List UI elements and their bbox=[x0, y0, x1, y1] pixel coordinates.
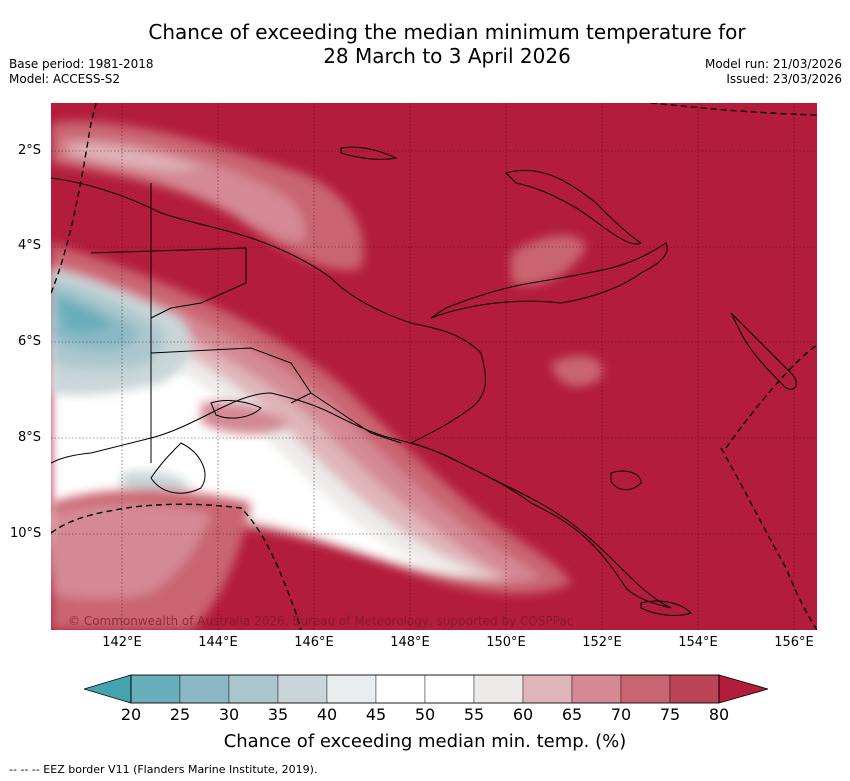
title-line-1: Chance of exceeding the median minimum t… bbox=[148, 20, 746, 44]
colorbar-swatch bbox=[179, 674, 230, 704]
lon-tick-146e: 146°E bbox=[294, 635, 334, 650]
meta-right: Model run: 21/03/2026 Issued: 23/03/2026 bbox=[705, 57, 842, 87]
colorbar bbox=[84, 674, 768, 704]
colorbar-tick-label: 35 bbox=[267, 705, 289, 724]
colorbar-tick-label: 50 bbox=[414, 705, 436, 724]
province-border-1 bbox=[90, 247, 247, 319]
colorbar-low-extension bbox=[84, 674, 132, 704]
base-period: Base period: 1981-2018 bbox=[9, 57, 154, 71]
colorbar-swatch bbox=[473, 674, 524, 704]
colorbar-tick-label: 30 bbox=[218, 705, 240, 724]
colorbar-tick-label: 55 bbox=[463, 705, 485, 724]
colorbar-tick-label: 25 bbox=[169, 705, 191, 724]
colorbar-tick-label: 40 bbox=[316, 705, 338, 724]
new-guinea-coast bbox=[51, 177, 672, 609]
lat-tick-4s: 4°S bbox=[18, 238, 42, 253]
title-line-2: 28 March to 3 April 2026 bbox=[323, 44, 571, 68]
new-ireland-coast bbox=[505, 169, 642, 245]
lat-tick-10s: 10°S bbox=[10, 526, 42, 541]
highland-patch bbox=[201, 401, 291, 435]
lon-tick-154e: 154°E bbox=[678, 635, 718, 650]
island-se bbox=[640, 600, 692, 616]
colorbar-swatch bbox=[522, 674, 573, 704]
colorbar-swatch bbox=[228, 674, 279, 704]
fly-delta bbox=[150, 442, 206, 494]
patch-solomon-sea bbox=[551, 355, 603, 387]
colorbar-swatch bbox=[424, 674, 475, 704]
colorbar-tick-label: 45 bbox=[365, 705, 387, 724]
probability-map bbox=[51, 103, 817, 630]
colorbar-swatch bbox=[571, 674, 622, 704]
lat-tick-8s: 8°S bbox=[18, 430, 42, 445]
colorbar-tick-label: 65 bbox=[561, 705, 583, 724]
colorbar-swatches bbox=[130, 674, 720, 704]
eez-footnote: -- -- -- EEZ border V11 (Flanders Marine… bbox=[9, 763, 318, 776]
patch-new-britain bbox=[511, 235, 586, 286]
manus-coast bbox=[340, 146, 398, 160]
cool-region bbox=[51, 268, 192, 395]
colorbar-swatch bbox=[620, 674, 671, 704]
colorbar-tick-label: 80 bbox=[708, 705, 730, 724]
colorbar-swatch bbox=[277, 674, 328, 704]
graticule bbox=[51, 103, 817, 630]
highland-outline bbox=[210, 400, 262, 419]
colorbar-swatch bbox=[375, 674, 426, 704]
colorbar-tick-label: 75 bbox=[659, 705, 681, 724]
model-name: Model: ACCESS-S2 bbox=[9, 72, 121, 86]
colorbar-tick-label: 60 bbox=[512, 705, 534, 724]
colorbar-frame bbox=[130, 674, 720, 704]
province-border-3 bbox=[310, 392, 402, 444]
copyright-notice: © Commonwealth of Australia 2026, Bureau… bbox=[68, 614, 574, 628]
lat-tick-6s: 6°S bbox=[18, 334, 42, 349]
bougainville-coast bbox=[730, 312, 797, 390]
colorbar-tick-label: 20 bbox=[120, 705, 142, 724]
colorbar-tick-label: 70 bbox=[610, 705, 632, 724]
meta-left: Base period: 1981-2018 Model: ACCESS-S2 bbox=[9, 57, 154, 87]
model-run: Model run: 21/03/2026 bbox=[704, 57, 842, 71]
colorbar-label: Chance of exceeding median min. temp. (%… bbox=[223, 731, 627, 752]
lon-tick-152e: 152°E bbox=[582, 635, 622, 650]
lon-tick-144e: 144°E bbox=[198, 635, 238, 650]
province-border-2 bbox=[150, 347, 312, 404]
south-region bbox=[51, 489, 251, 630]
eez-border bbox=[51, 103, 817, 630]
borders bbox=[90, 183, 402, 463]
lon-tick-156e: 156°E bbox=[774, 635, 814, 650]
new-britain-coast bbox=[430, 242, 668, 319]
lon-tick-150e: 150°E bbox=[486, 635, 526, 650]
colorbar-high-extension bbox=[718, 674, 768, 704]
colorbar-swatch bbox=[326, 674, 377, 704]
lat-tick-2s: 2°S bbox=[18, 143, 42, 158]
map-title: Chance of exceeding the median minimum t… bbox=[0, 20, 850, 68]
colorbar-swatch bbox=[130, 674, 181, 704]
coastlines bbox=[51, 146, 797, 616]
island-east bbox=[610, 470, 642, 490]
issued-date: Issued: 23/03/2026 bbox=[726, 72, 842, 86]
lon-tick-142e: 142°E bbox=[102, 635, 142, 650]
lon-tick-148e: 148°E bbox=[390, 635, 430, 650]
colorbar-swatch bbox=[669, 674, 720, 704]
